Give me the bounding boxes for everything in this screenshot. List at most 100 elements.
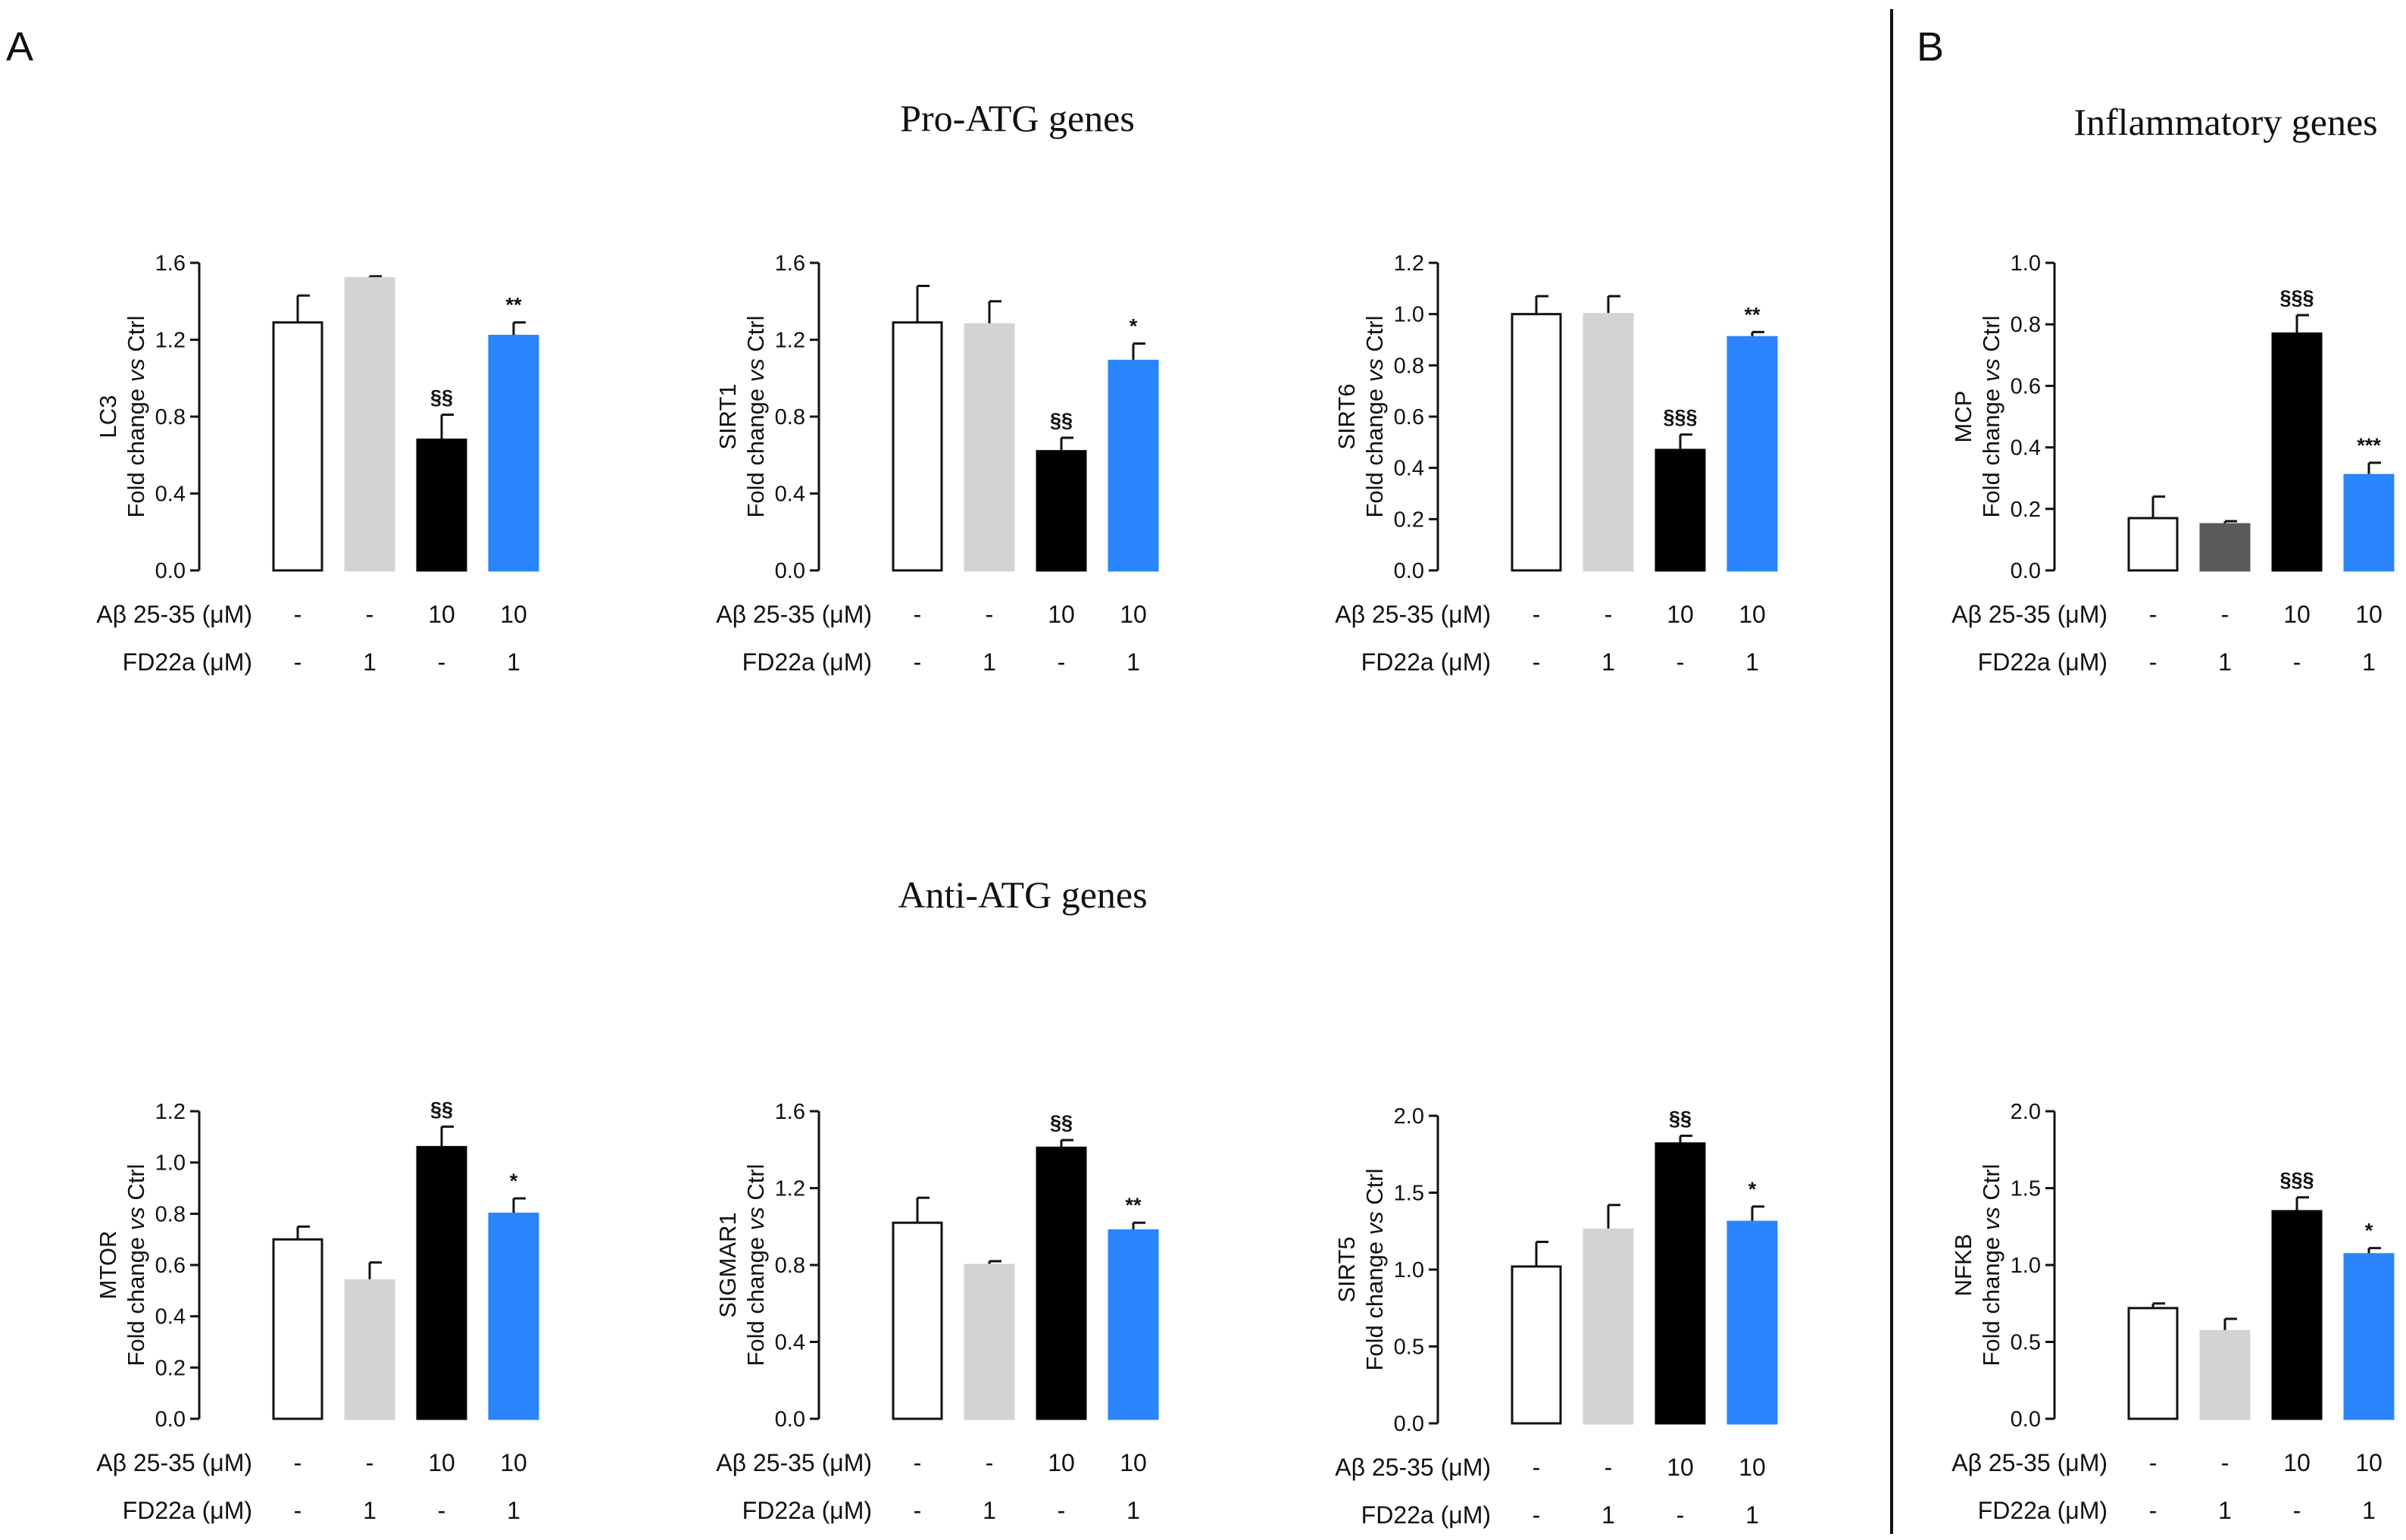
significance-label-4: ** [1744, 303, 1761, 326]
bar-4 [1726, 336, 1778, 572]
y-axis-fold-text: Fold change [742, 382, 769, 517]
fd22a-dose-2: 1 [1601, 648, 1615, 676]
bar-2 [344, 276, 395, 572]
fd22a-dose-1: - [914, 648, 922, 676]
fd22a-dose-1: - [2149, 648, 2158, 676]
y-axis-fold-change: Fold change vs Ctrl [1361, 1168, 1388, 1370]
y-axis-label: SIRT6Fold change vs Ctrl [1333, 315, 1388, 517]
bar-2 [964, 323, 1015, 572]
y-tick-label: 0.4 [775, 483, 805, 507]
fd22a-dose-2: 1 [983, 1497, 996, 1524]
y-tick-label: 0.0 [1394, 559, 1424, 583]
y-tick-label: 0.4 [155, 483, 186, 507]
abeta-dose-2: - [2221, 601, 2229, 628]
bar-3 [1655, 448, 1706, 572]
abeta-dose-4: 10 [1739, 601, 1766, 628]
y-axis-fold-change: Fold change vs Ctrl [742, 1164, 769, 1366]
abeta-row-label: Aβ 25-35 (μM) [96, 1449, 252, 1476]
fd22a-dose-3: - [438, 1497, 446, 1524]
bar-3 [416, 1145, 467, 1420]
fd22a-dose-4: 1 [1745, 1501, 1759, 1529]
y-axis-label: SIRT1Fold change vs Ctrl [714, 315, 769, 517]
y-tick-label: 1.6 [775, 251, 805, 276]
fd22a-dose-4: 1 [507, 648, 520, 676]
bar-4 [1108, 1229, 1159, 1420]
abeta-dose-4: 10 [500, 601, 527, 628]
bar-3 [416, 438, 467, 572]
y-tick-label: 1.0 [155, 1151, 186, 1176]
fd22a-dose-1: - [2149, 1497, 2158, 1524]
y-axis-ctrl-text: Ctrl [742, 1164, 769, 1207]
abeta-dose-4: 10 [1739, 1454, 1766, 1481]
y-axis-vs-text: vs [123, 358, 149, 382]
y-axis-fold-change: Fold change vs Ctrl [742, 315, 769, 517]
y-tick-label: 0.6 [155, 1254, 186, 1278]
y-tick-label: 0.4 [775, 1331, 805, 1355]
y-tick-label: 0.0 [2011, 559, 2041, 583]
y-axis-label: SIRT5Fold change vs Ctrl [1333, 1168, 1388, 1370]
abeta-dose-3: 10 [428, 601, 455, 628]
y-axis-label: MTORFold change vs Ctrl [95, 1164, 149, 1366]
abeta-dose-4: 10 [1120, 1449, 1147, 1476]
y-tick-label: 2.0 [2011, 1100, 2041, 1124]
y-axis-vs-text: vs [1978, 358, 2004, 382]
y-axis-fold-text: Fold change [742, 1230, 769, 1366]
bar-1 [1511, 1265, 1562, 1425]
y-tick-label: 0.4 [2011, 436, 2041, 461]
title-anti-atg: Anti-ATG genes [898, 873, 1147, 916]
bar-2 [964, 1264, 1015, 1420]
y-tick-label: 0.2 [2011, 498, 2041, 522]
significance-label-4: * [1748, 1178, 1757, 1201]
y-tick-label: 0.4 [155, 1305, 186, 1329]
fd22a-dose-4: 1 [1745, 648, 1759, 676]
y-tick-label: 0.0 [155, 559, 186, 583]
title-pro-atg: Pro-ATG genes [900, 97, 1135, 139]
chart-sirt5: 0.0 0.5 1.0 1.5 2.0 SIRT5Fold change vs Ctrl §… [1333, 1104, 1778, 1529]
fd22a-dose-2: 1 [363, 1497, 377, 1524]
abeta-dose-2: - [366, 601, 374, 628]
y-tick-label: 0.8 [775, 405, 805, 430]
bar-1 [1511, 313, 1562, 572]
fd22a-dose-2: 1 [363, 648, 377, 676]
y-axis-fold-change: Fold change vs Ctrl [123, 1164, 149, 1366]
abeta-dose-1: - [294, 601, 302, 628]
fd22a-dose-2: 1 [1601, 1501, 1615, 1529]
y-tick-label: 1.0 [1394, 303, 1424, 327]
y-tick-label: 0.2 [155, 1356, 186, 1380]
chart-nfkb: 0.0 0.5 1.0 1.5 2.0 NFKBFold change vs Ctrl §§… [1950, 1100, 2395, 1524]
y-tick-label: 0.0 [2011, 1407, 2041, 1432]
y-axis-gene: LC3 [95, 395, 121, 439]
y-tick-label: 0.4 [1394, 457, 1424, 481]
y-tick-label: 0.8 [1394, 354, 1424, 378]
fd22a-row-label: FD22a (μM) [123, 1497, 252, 1524]
significance-label-4: ** [505, 294, 522, 317]
fd22a-dose-3: - [1676, 648, 1685, 676]
y-axis-ctrl-text: Ctrl [123, 315, 149, 358]
y-tick-label: 1.0 [1394, 1258, 1424, 1282]
significance-label-3: §§§ [2279, 1169, 2314, 1192]
y-axis-gene: SIGMAR1 [714, 1212, 741, 1318]
y-axis-fold-text: Fold change [1978, 382, 2004, 517]
abeta-dose-3: 10 [1667, 601, 1694, 628]
y-axis-ctrl-text: Ctrl [742, 315, 769, 358]
y-axis-label: SIGMAR1Fold change vs Ctrl [714, 1164, 769, 1366]
fd22a-row-label: FD22a (μM) [1361, 1501, 1491, 1529]
significance-label-4: *** [2357, 434, 2381, 457]
abeta-dose-3: 10 [1048, 601, 1075, 628]
fd22a-dose-1: - [1533, 648, 1541, 676]
y-tick-label: 0.6 [2011, 374, 2041, 398]
y-axis-ctrl-text: Ctrl [1361, 315, 1388, 358]
y-tick-label: 1.2 [155, 329, 186, 353]
y-tick-label: 0.0 [1394, 1412, 1424, 1436]
fd22a-dose-3: - [1676, 1501, 1685, 1529]
y-axis-gene: SIRT6 [1333, 383, 1360, 449]
significance-label-3: §§ [1050, 409, 1073, 432]
fd22a-dose-1: - [1533, 1501, 1541, 1529]
abeta-dose-3: 10 [428, 1449, 455, 1476]
y-tick-label: 1.2 [155, 1100, 186, 1124]
abeta-dose-1: - [1533, 1454, 1541, 1481]
abeta-row-label: Aβ 25-35 (μM) [1951, 601, 2108, 628]
fd22a-row-label: FD22a (μM) [1978, 1497, 2108, 1524]
bar-2 [344, 1279, 395, 1420]
fd22a-row-label: FD22a (μM) [123, 648, 252, 676]
